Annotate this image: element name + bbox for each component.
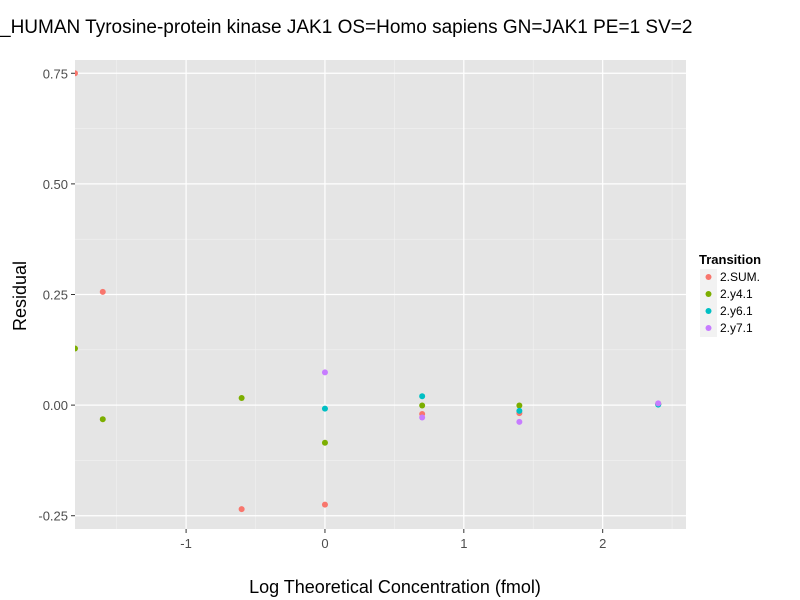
- major-gridlines: [75, 60, 686, 529]
- legend-key-dot: [705, 308, 712, 314]
- x-tick-label: -1: [180, 536, 192, 551]
- data-point-2-y4-1: [75, 345, 78, 352]
- legend-label: 2.y4.1: [720, 287, 753, 301]
- chart-title: _HUMAN Tyrosine-protein kinase JAK1 OS=H…: [0, 17, 692, 38]
- data-point-2-y7-1: [321, 369, 328, 376]
- legend-label: 2.y6.1: [720, 304, 753, 318]
- data-point-2-sum: [99, 288, 106, 295]
- data-point-2-y4-1: [516, 402, 523, 409]
- data-point-2-y7-1: [655, 400, 662, 407]
- y-axis-label: Residual: [10, 261, 30, 331]
- y-tick-label: 0.75: [43, 66, 68, 81]
- legend-key-dot: [705, 274, 712, 280]
- y-tick-label: 0.50: [43, 177, 68, 192]
- data-point-2-y6-1: [516, 407, 523, 414]
- legend-label: 2.SUM.: [720, 270, 760, 284]
- data-point-2-sum: [238, 506, 245, 513]
- y-axis-ticks: -0.25 0.00 0.25 0.50 0.75: [38, 66, 75, 524]
- legend-label: 2.y7.1: [720, 321, 753, 335]
- data-point-2-y4-1: [238, 395, 245, 402]
- data-point-2-sum: [75, 70, 78, 77]
- y-tick-label: 0.00: [43, 398, 68, 413]
- legend-key-dot: [705, 325, 712, 331]
- legend-title: Transition: [699, 252, 761, 267]
- data-point-2-sum: [321, 501, 328, 508]
- y-tick-label: 0.25: [43, 288, 68, 303]
- data-point-2-y4-1: [99, 416, 106, 423]
- y-tick-label: -0.25: [38, 509, 68, 524]
- data-point-2-y6-1: [321, 405, 328, 412]
- x-axis-ticks: -1 0 1 2: [180, 529, 606, 551]
- x-tick-label: 1: [460, 536, 467, 551]
- data-point-2-y7-1: [516, 418, 523, 425]
- data-point-2-y6-1: [419, 393, 426, 400]
- data-point-2-y4-1: [419, 402, 426, 409]
- data-point-2-y4-1: [321, 439, 328, 446]
- legend: Transition 2.SUM. 2.y4.1 2.y6.1 2.y7.1: [699, 252, 761, 337]
- legend-key-dot: [705, 291, 712, 297]
- data-point-2-y7-1: [419, 414, 426, 421]
- x-axis-label: Log Theoretical Concentration (fmol): [249, 577, 541, 597]
- data-points: [75, 70, 662, 513]
- x-tick-label: 0: [321, 536, 328, 551]
- x-tick-label: 2: [599, 536, 606, 551]
